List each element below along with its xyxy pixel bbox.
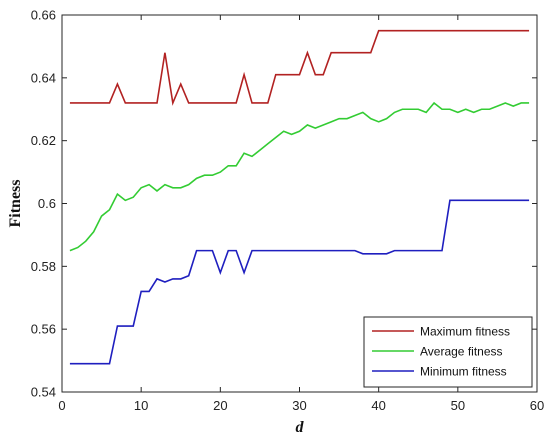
legend-items: Maximum fitness Average fitness Minimum fi… <box>372 325 510 379</box>
y-tick-label: 0.64 <box>31 70 56 85</box>
x-tick-label: 20 <box>213 398 227 413</box>
series-layer <box>69 29 530 365</box>
x-tick-label: 10 <box>134 398 148 413</box>
series-line-maximum-fitness <box>69 29 530 106</box>
series-line-minimum-fitness <box>69 199 530 365</box>
y-tick-label: 0.6 <box>38 196 56 211</box>
x-tick-label: 30 <box>292 398 306 413</box>
y-axis-label: Fitness <box>7 180 24 228</box>
x-axis-label: d <box>296 419 305 436</box>
y-tick-label: 0.62 <box>31 133 56 148</box>
legend-label: Maximum fitness <box>420 325 510 339</box>
x-tick-label: 50 <box>451 398 465 413</box>
y-tick-label: 0.66 <box>31 8 56 23</box>
legend-label: Minimum fitness <box>420 365 507 379</box>
y-tick-label: 0.54 <box>31 385 56 400</box>
x-tick-label: 0 <box>58 398 65 413</box>
x-tick-label: 40 <box>371 398 385 413</box>
y-tick-label: 0.58 <box>31 259 56 274</box>
legend: Maximum fitness Average fitness Minimum fi… <box>363 316 533 388</box>
y-tick-label: 0.56 <box>31 322 56 337</box>
legend-box <box>363 316 533 388</box>
legend-label: Average fitness <box>420 345 503 359</box>
x-tick-label: 60 <box>530 398 544 413</box>
series-line-average-fitness <box>69 101 530 252</box>
ticks-layer: 0 10 20 30 40 50 60 0.54 0.56 0.58 0.6 0.62 0.64 0.66 <box>31 8 545 414</box>
